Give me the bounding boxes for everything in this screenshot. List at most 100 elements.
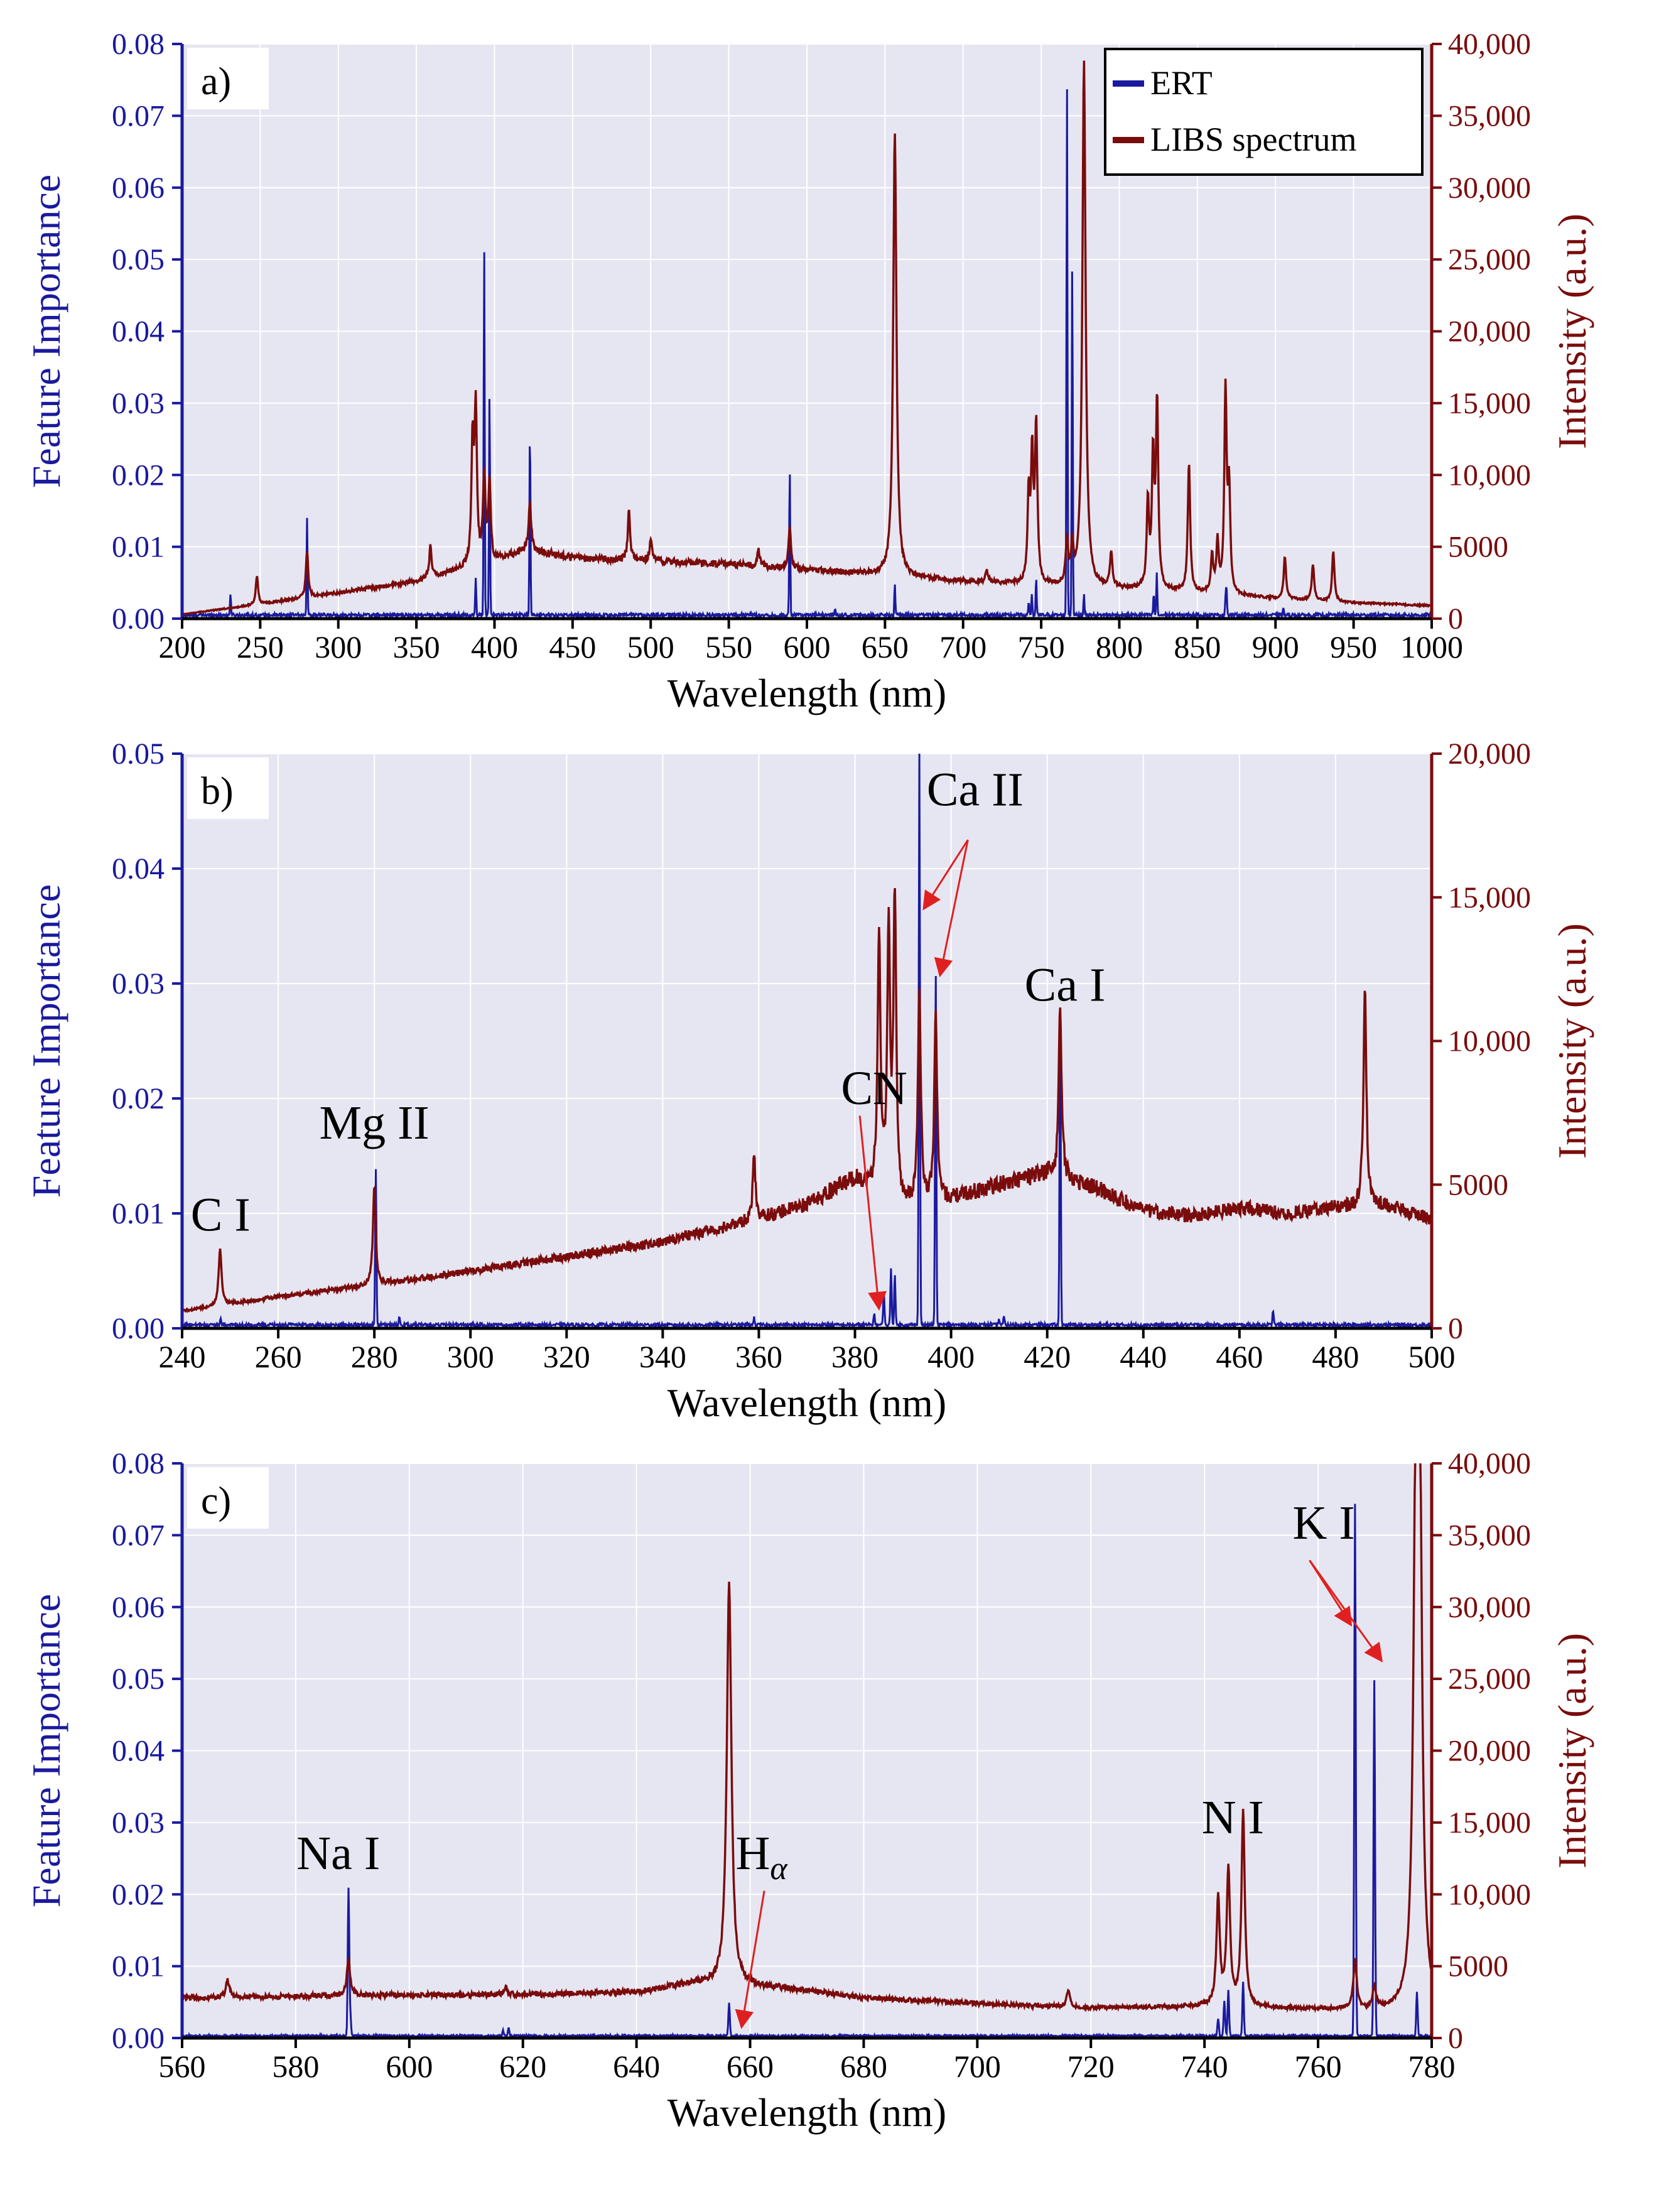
- annotation-label: N I: [1202, 1791, 1264, 1844]
- x-tick-label: 350: [393, 629, 440, 664]
- y-right-axis-title: Intensity (a.u.): [1550, 214, 1594, 449]
- y-left-tick-label: 0.00: [112, 602, 165, 636]
- y-right-tick-label: 35,000: [1448, 1519, 1531, 1552]
- annotation-arrow: [934, 839, 969, 978]
- x-tick-label: 300: [447, 1339, 494, 1374]
- y-right-tick-label: 5000: [1448, 531, 1508, 564]
- y-left-tick-label: 0.02: [112, 1082, 165, 1115]
- y-right-tick-label: 5000: [1448, 1168, 1508, 1201]
- y-left-tick-label: 0.05: [112, 1662, 165, 1696]
- chart-panel-c: 560 580 600 620 640 660 680 700 720 740 760 780 0.00…: [24, 1447, 1594, 2135]
- y-right-tick-label: 10,000: [1448, 458, 1531, 492]
- annotation-arrow: [858, 1115, 887, 1311]
- annotation-label: K I: [1293, 1497, 1355, 1549]
- annotation-label: Na I: [296, 1827, 380, 1880]
- annotation-arrow: [735, 1890, 765, 2029]
- x-tick-label: 500: [627, 629, 674, 664]
- y-right-tick-label: 30,000: [1448, 171, 1531, 205]
- y-left-tick-label: 0.01: [112, 531, 165, 564]
- y-left-axis-title: Feature Importance: [24, 175, 68, 488]
- y-right-tick-label: 25,000: [1448, 243, 1531, 276]
- x-tick-label: 950: [1330, 629, 1377, 664]
- x-axis-title: Wavelength (nm): [667, 671, 946, 715]
- series-line-ert: [182, 89, 1432, 619]
- x-tick-label: 680: [840, 2049, 887, 2084]
- y-right-axis-title: Intensity (a.u.): [1550, 1633, 1594, 1868]
- x-tick-label: 400: [471, 629, 518, 664]
- x-tick-label: 420: [1024, 1339, 1071, 1374]
- y-left-tick-label: 0.04: [112, 1735, 165, 1768]
- x-tick-label: 650: [862, 629, 909, 664]
- y-left-tick-label: 0.05: [112, 243, 165, 276]
- y-left-tick-label: 0.04: [112, 852, 165, 886]
- y-left-tick-label: 0.08: [112, 1447, 165, 1480]
- x-axis-title: Wavelength (nm): [667, 1380, 946, 1425]
- x-tick-label: 760: [1295, 2049, 1342, 2084]
- annotation-label: CN: [841, 1062, 907, 1115]
- panel-label-bg: [187, 757, 269, 819]
- panel-label-bg: [187, 1467, 269, 1529]
- y-left-tick-label: 0.06: [112, 171, 165, 205]
- y-left-tick-label: 0.02: [112, 1878, 165, 1911]
- panel-label: b): [201, 770, 234, 813]
- y-right-tick-label: 20,000: [1448, 737, 1531, 771]
- y-left-tick-label: 0.07: [112, 99, 165, 133]
- y-left-tick-label: 0.00: [112, 1312, 165, 1345]
- y-left-tick-label: 0.01: [112, 1197, 165, 1230]
- y-right-tick-label: 15,000: [1448, 387, 1531, 420]
- annotation-label: Mg II: [320, 1097, 430, 1149]
- annotation-subscript: α: [770, 1851, 788, 1887]
- x-tick-label: 780: [1408, 2049, 1456, 2084]
- series-line-libs: [182, 888, 1432, 1314]
- y-right-tick-label: 0: [1448, 2022, 1463, 2055]
- annotation-label: Ca II: [927, 763, 1024, 816]
- chart-panel-b: 240 260 280 300 320 340 360 380 400 420 440 460 480 5…: [24, 737, 1594, 1425]
- x-tick-label: 500: [1408, 1339, 1456, 1374]
- y-right-tick-label: 0: [1448, 602, 1463, 636]
- y-right-tick-label: 30,000: [1448, 1591, 1531, 1624]
- x-tick-label: 460: [1216, 1339, 1263, 1374]
- panel-label: a): [201, 60, 231, 103]
- x-tick-label: 1000: [1400, 629, 1463, 664]
- x-tick-label: 560: [159, 2049, 206, 2084]
- x-tick-label: 740: [1181, 2049, 1228, 2084]
- series-group: [182, 60, 1432, 619]
- y-right-tick-label: 10,000: [1448, 1025, 1531, 1058]
- y-right-axis-title: Intensity (a.u.): [1550, 923, 1594, 1159]
- x-tick-label: 850: [1174, 629, 1221, 664]
- x-tick-label: 600: [784, 629, 831, 664]
- x-tick-label: 240: [159, 1339, 206, 1374]
- x-tick-label: 380: [831, 1339, 878, 1374]
- series-group: [182, 754, 1432, 1328]
- y-right-tick-label: 0: [1448, 1312, 1463, 1345]
- annotation-arrow: [922, 839, 969, 911]
- y-right-tick-label: 15,000: [1448, 1806, 1531, 1840]
- x-tick-label: 260: [255, 1339, 302, 1374]
- y-left-tick-label: 0.06: [112, 1591, 165, 1624]
- x-tick-label: 700: [939, 629, 986, 664]
- panel-label: c): [201, 1480, 231, 1522]
- plot-area: [182, 754, 1432, 1328]
- y-left-tick-label: 0.08: [112, 28, 165, 61]
- x-tick-label: 280: [351, 1339, 398, 1374]
- y-left-tick-label: 0.01: [112, 1950, 165, 1983]
- series-line-libs: [182, 60, 1432, 616]
- legend-label-ert: ERT: [1150, 64, 1213, 102]
- x-tick-label: 600: [386, 2049, 433, 2084]
- x-tick-label: 720: [1067, 2049, 1115, 2084]
- annotation-arrow: [1309, 1559, 1383, 1662]
- panel-label-bg: [187, 48, 269, 109]
- x-tick-label: 300: [315, 629, 362, 664]
- y-right-tick-label: 40,000: [1448, 1447, 1531, 1480]
- y-right-tick-label: 40,000: [1448, 28, 1531, 61]
- y-left-tick-label: 0.04: [112, 315, 165, 349]
- series-line-libs: [182, 1463, 1432, 2014]
- y-right-tick-label: 25,000: [1448, 1662, 1531, 1696]
- x-tick-label: 800: [1096, 629, 1143, 664]
- y-right-tick-label: 35,000: [1448, 99, 1531, 133]
- y-right-tick-label: 20,000: [1448, 1735, 1531, 1768]
- legend-label-libs: LIBS spectrum: [1150, 121, 1356, 158]
- y-left-axis-title: Feature Importance: [24, 1594, 68, 1907]
